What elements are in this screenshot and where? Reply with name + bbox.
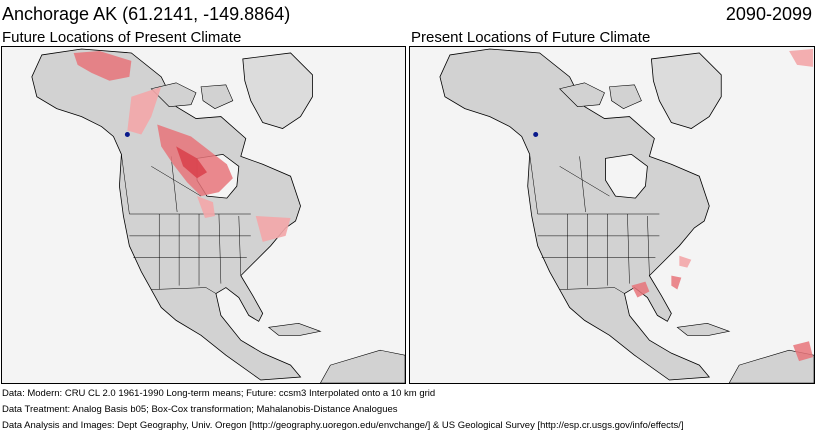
greenland [650,52,722,129]
data-source-note: Data: Modern: CRU CL 2.0 1961-1990 Long-… [2,388,436,399]
analog-zone-southeast [679,255,692,268]
left-panel-title: Future Locations of Present Climate [2,29,242,46]
analog-zone-caribbean [793,341,814,362]
arctic-islands [559,82,642,109]
future-locations-map [1,46,406,384]
site-marker [124,131,130,137]
south-america [728,349,814,383]
right-panel-title: Present Locations of Future Climate [411,29,651,46]
analog-zone-core [176,146,207,179]
political-borders [529,154,660,294]
south-america [320,349,405,383]
analog-zone-gulf-coast [631,275,682,298]
analog-zone-alaska [73,50,132,81]
analog-zone-greenland-coast [789,48,814,67]
analog-zone-prairies [197,196,291,242]
site-marker [533,131,539,137]
analog-zones [631,48,814,362]
analog-zones [73,50,291,242]
greenland [242,52,313,129]
present-locations-map [409,46,815,384]
north-america-map-left [2,47,405,383]
arctic-islands [150,82,234,109]
north-america-map-right [410,47,814,383]
political-borders [121,154,251,294]
cuba [267,323,322,336]
credits-note: Data Analysis and Images: Dept Geography… [2,420,684,431]
cuba [676,323,731,336]
hudson-bay [605,153,648,199]
period-label: 2090-2099 [725,4,812,24]
location-title: Anchorage AK (61.2141, -149.8864) [2,4,291,24]
analog-zone-yukon [127,86,162,135]
data-treatment-note: Data Treatment: Analog Basis b05; Box-Co… [2,404,398,415]
